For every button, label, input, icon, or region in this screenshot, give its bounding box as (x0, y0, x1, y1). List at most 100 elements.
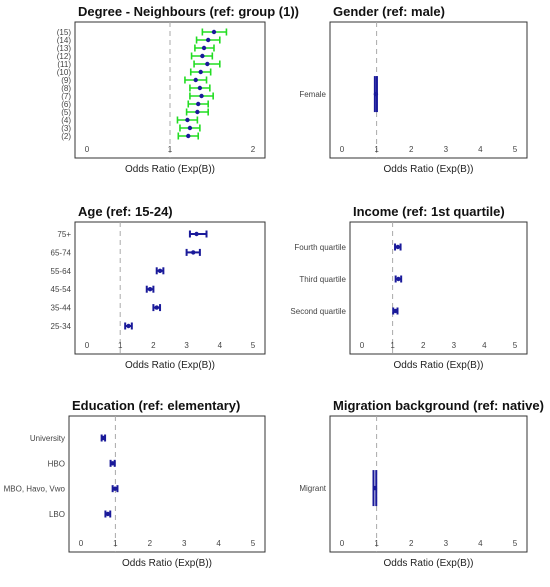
x-tick-label: 4 (216, 539, 221, 548)
category-label: HBO (48, 459, 65, 468)
x-tick-label: 1 (390, 341, 395, 350)
plot-frame (329, 21, 528, 159)
panel-2: Gender (ref: male) 0 1 2 3 4 5 Odds Ratio (Exp(… (299, 4, 528, 175)
x-tick-label: 5 (513, 539, 518, 548)
x-tick-label: 1 (374, 145, 379, 154)
panel-3: Age (ref: 15-24) 0 1 2 3 4 5 Odds Ratio (Exp(B)… (51, 204, 266, 371)
category-label: 35-44 (51, 304, 72, 313)
category-label: Fourth quartile (294, 243, 346, 252)
plot-frame (68, 415, 266, 553)
category-label: 75+ (57, 230, 71, 239)
panel-6: Migration background (ref: native) 0 1 2 3 4 5… (299, 398, 544, 569)
x-axis-label: Odds Ratio (Exp(B)) (383, 164, 473, 175)
x-axis-label: Odds Ratio (Exp(B)) (393, 360, 483, 371)
point-estimate (205, 61, 210, 67)
point-estimate (205, 37, 211, 43)
x-tick-label: 0 (85, 341, 90, 350)
category-label: (5) (61, 108, 71, 117)
point-estimate (395, 244, 401, 250)
panel-title: Age (ref: 15-24) (78, 204, 173, 219)
panel-1: Degree - Neighbours (ref: group (1)) 0 1 2 O… (57, 4, 299, 175)
point-estimate (201, 45, 207, 51)
x-tick-label: 2 (151, 341, 156, 350)
x-tick-label: 0 (360, 341, 365, 350)
x-tick-label: 4 (482, 341, 487, 350)
x-axis-label: Odds Ratio (Exp(B)) (122, 558, 212, 569)
plot-frame (349, 221, 528, 355)
point-estimate (200, 53, 205, 59)
x-tick-label: 3 (452, 341, 457, 350)
point-estimate (396, 276, 401, 282)
point-estimate (187, 125, 193, 131)
point-estimate (186, 133, 191, 139)
category-label: (7) (61, 92, 71, 101)
category-label: (14) (57, 36, 72, 45)
panel-4: Income (ref: 1st quartile) 0 1 2 3 4 5 Odds Rat… (290, 204, 528, 371)
x-tick-label: 1 (374, 539, 379, 548)
point-estimate (195, 109, 200, 115)
x-axis-label: Odds Ratio (Exp(B)) (125, 360, 215, 371)
x-axis-label: Odds Ratio (Exp(B)) (125, 164, 215, 175)
category-label: (3) (61, 124, 71, 133)
x-tick-label: 0 (340, 145, 345, 154)
category-label: (10) (57, 68, 72, 77)
x-tick-label: 5 (513, 145, 518, 154)
point-estimate (147, 287, 153, 292)
category-label: 25-34 (51, 322, 72, 331)
point-estimate (105, 511, 111, 517)
category-label: (9) (61, 76, 71, 85)
point-estimate (193, 77, 198, 83)
category-label: 55-64 (51, 267, 72, 276)
panel-title: Income (ref: 1st quartile) (353, 204, 505, 219)
category-label: (11) (57, 60, 71, 69)
category-label: MBO, Havo, Vwo (4, 485, 66, 494)
x-tick-label: 5 (513, 341, 518, 350)
plot-frame (329, 415, 528, 553)
point-estimate (185, 117, 190, 123)
point-estimate (101, 435, 106, 441)
x-tick-label: 2 (251, 145, 256, 154)
category-label: Female (299, 90, 326, 99)
category-label: Migrant (299, 484, 326, 493)
x-tick-label: 1 (118, 341, 123, 350)
point-estimate (197, 85, 203, 91)
x-tick-label: 0 (85, 145, 90, 154)
x-tick-label: 3 (182, 539, 187, 548)
category-label: University (30, 434, 65, 443)
point-estimate (196, 101, 201, 107)
x-tick-label: 0 (79, 539, 84, 548)
category-label: Third quartile (299, 275, 346, 284)
panel-title: Migration background (ref: native) (333, 398, 544, 413)
plot-frame (74, 221, 266, 355)
x-tick-label: 5 (251, 341, 256, 350)
x-tick-label: 2 (148, 539, 153, 548)
panel-title: Education (ref: elementary) (72, 398, 240, 413)
point-estimate (393, 308, 398, 314)
x-tick-label: 4 (478, 539, 483, 548)
x-tick-label: 2 (409, 145, 414, 154)
x-tick-label: 0 (340, 539, 345, 548)
panel-title: Degree - Neighbours (ref: group (1)) (78, 4, 299, 19)
category-label: 65-74 (51, 248, 72, 257)
panel-5: Education (ref: elementary) 0 1 2 3 4 5 Odds Ra… (4, 398, 266, 569)
x-tick-label: 1 (168, 145, 173, 154)
x-tick-label: 2 (409, 539, 414, 548)
point-estimate (126, 323, 131, 329)
point-estimate (194, 231, 199, 237)
panel-title: Gender (ref: male) (333, 4, 445, 19)
point-estimate (198, 69, 203, 75)
x-tick-label: 1 (113, 539, 118, 548)
point-estimate (112, 486, 118, 491)
category-label: (2) (61, 132, 71, 141)
category-label: (15) (57, 28, 72, 37)
x-tick-label: 3 (444, 145, 449, 154)
x-tick-label: 4 (478, 145, 483, 154)
x-tick-label: 3 (444, 539, 449, 548)
point-estimate (191, 250, 196, 255)
point-estimate (199, 93, 204, 99)
x-axis-label: Odds Ratio (Exp(B)) (383, 558, 473, 569)
category-label: (13) (57, 44, 72, 53)
category-label: Second quartile (290, 307, 346, 316)
x-tick-label: 4 (218, 341, 223, 350)
